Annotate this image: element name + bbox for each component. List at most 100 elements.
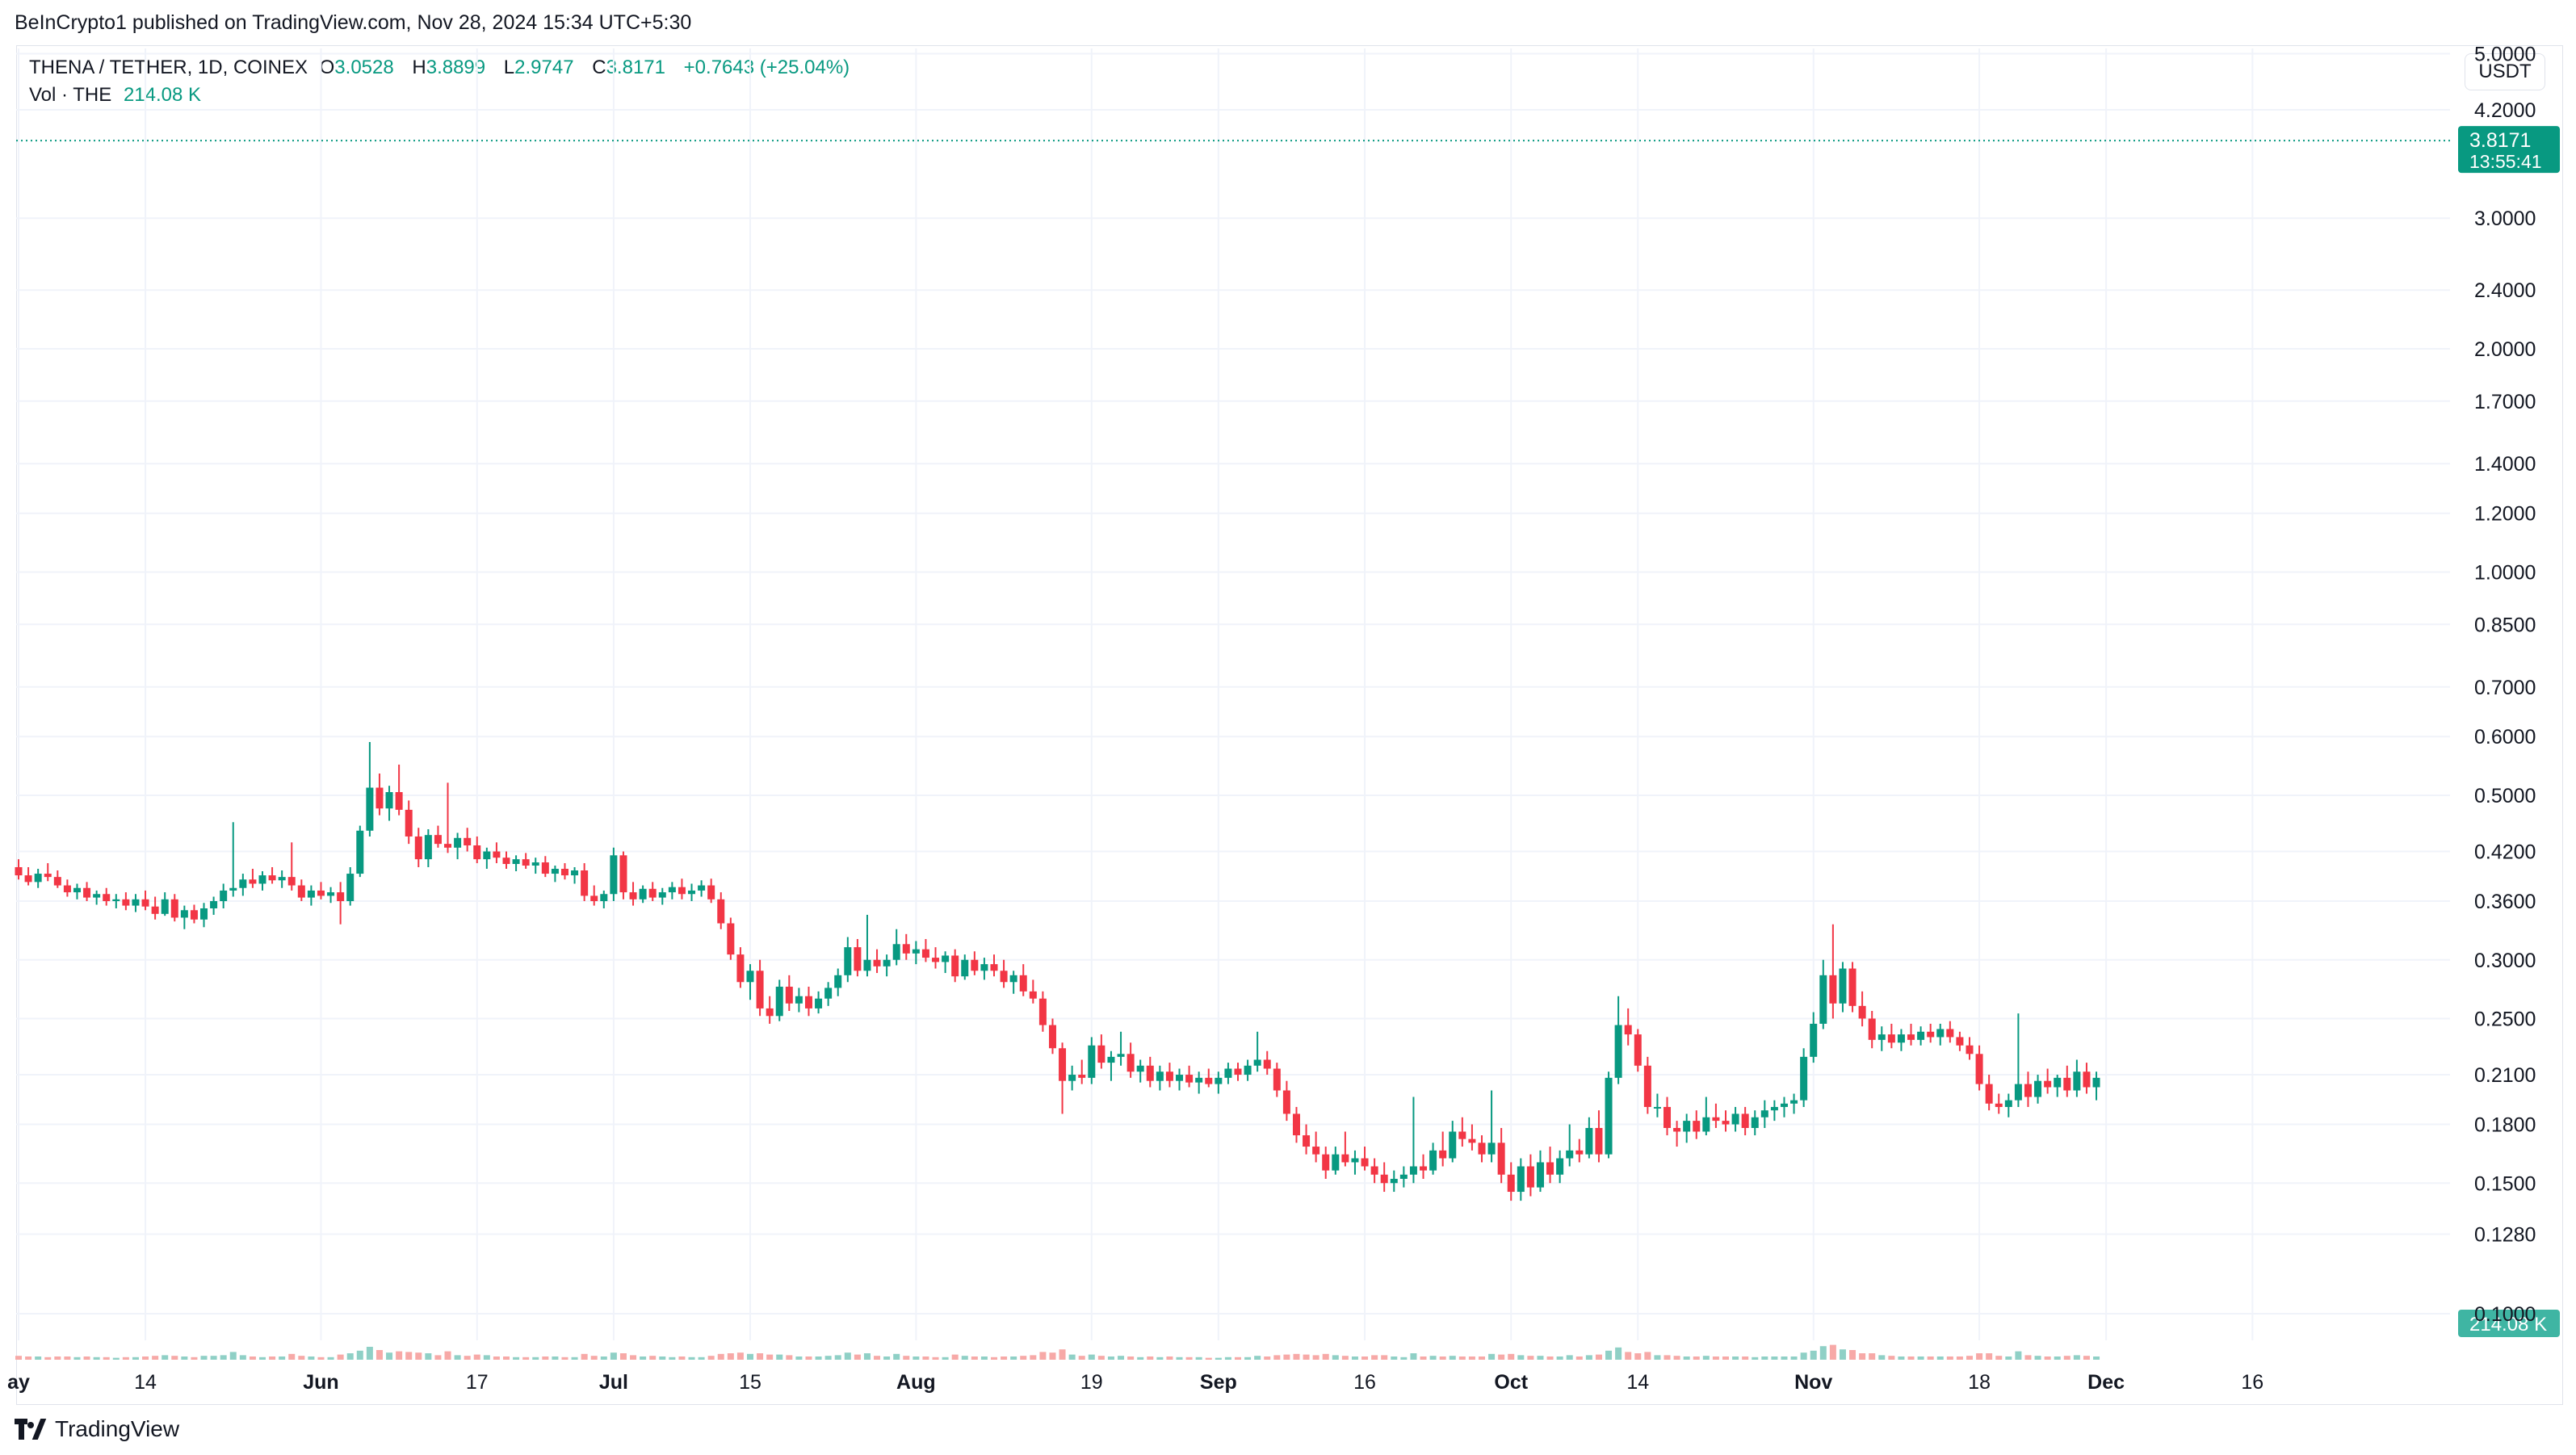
candle[interactable] — [249, 868, 257, 888]
candle[interactable] — [648, 882, 657, 902]
candle[interactable] — [1107, 1050, 1115, 1081]
candle[interactable] — [1722, 1110, 1730, 1132]
candle[interactable] — [2014, 1013, 2022, 1107]
candle[interactable] — [454, 832, 462, 860]
candle[interactable] — [1195, 1071, 1203, 1094]
candle[interactable] — [1497, 1127, 1505, 1184]
candle[interactable] — [1800, 1048, 1808, 1107]
candle[interactable] — [297, 879, 305, 902]
candle[interactable] — [902, 933, 910, 960]
candle[interactable] — [93, 890, 101, 905]
candle[interactable] — [366, 741, 374, 837]
candle[interactable] — [434, 825, 442, 848]
candle[interactable] — [921, 939, 929, 962]
candle[interactable] — [1887, 1023, 1895, 1049]
candle[interactable] — [639, 885, 647, 904]
candle[interactable] — [834, 968, 842, 996]
candle[interactable] — [1927, 1023, 1935, 1043]
candle[interactable] — [2044, 1068, 2052, 1094]
tradingview-brand[interactable]: TradingView — [15, 1416, 179, 1442]
candle[interactable] — [2063, 1065, 2071, 1097]
candle[interactable] — [473, 836, 481, 864]
candle[interactable] — [1117, 1031, 1125, 1066]
candle[interactable] — [736, 947, 745, 988]
candle[interactable] — [444, 782, 452, 853]
candle[interactable] — [629, 882, 637, 906]
candle[interactable] — [1975, 1045, 1983, 1091]
candle[interactable] — [1917, 1026, 1925, 1046]
candle[interactable] — [1536, 1150, 1544, 1193]
candle[interactable] — [141, 890, 149, 911]
candle[interactable] — [1907, 1023, 1915, 1046]
candle[interactable] — [1780, 1096, 1788, 1117]
candle[interactable] — [1165, 1063, 1173, 1088]
candle[interactable] — [1468, 1124, 1476, 1151]
candle[interactable] — [1146, 1056, 1154, 1088]
candle[interactable] — [610, 847, 618, 902]
candle[interactable] — [375, 773, 384, 816]
candle[interactable] — [883, 954, 891, 977]
candle[interactable] — [1517, 1158, 1525, 1201]
candle[interactable] — [1126, 1042, 1135, 1078]
candle[interactable] — [1585, 1117, 1593, 1159]
candle[interactable] — [1088, 1037, 1096, 1084]
candle[interactable] — [756, 959, 764, 1017]
candle[interactable] — [337, 882, 345, 925]
candle[interactable] — [571, 866, 579, 884]
candle[interactable] — [863, 914, 871, 977]
candle[interactable] — [1273, 1063, 1281, 1097]
candle[interactable] — [1848, 962, 1856, 1013]
candle[interactable] — [1858, 991, 1866, 1027]
candle[interactable] — [1185, 1065, 1194, 1088]
symbol-label[interactable]: THENA / TETHER, 1D, COINEX — [29, 57, 308, 78]
candle[interactable] — [405, 800, 413, 845]
candle[interactable] — [1985, 1075, 1993, 1111]
candle[interactable] — [170, 894, 178, 922]
candle[interactable] — [560, 863, 568, 880]
candle[interactable] — [1176, 1068, 1184, 1091]
candle[interactable] — [1868, 1011, 1876, 1049]
candle[interactable] — [356, 825, 364, 878]
candle[interactable] — [346, 866, 355, 906]
candle[interactable] — [942, 951, 950, 974]
candle[interactable] — [1634, 1029, 1642, 1072]
candle[interactable] — [1936, 1023, 1945, 1046]
candle[interactable] — [531, 857, 539, 874]
candle[interactable] — [132, 894, 140, 912]
candle[interactable] — [1282, 1080, 1290, 1122]
candle[interactable] — [151, 896, 159, 920]
candle[interactable] — [1244, 1059, 1252, 1081]
candle[interactable] — [1322, 1147, 1330, 1179]
candle[interactable] — [1829, 924, 1837, 1019]
candle[interactable] — [1683, 1113, 1691, 1143]
candle[interactable] — [727, 917, 735, 960]
candle[interactable] — [1624, 1008, 1632, 1046]
candle[interactable] — [1292, 1106, 1300, 1143]
candle[interactable] — [551, 866, 559, 883]
candle[interactable] — [1877, 1026, 1886, 1051]
candle[interactable] — [541, 856, 549, 878]
candle[interactable] — [385, 786, 393, 821]
candle[interactable] — [1000, 959, 1008, 988]
candle[interactable] — [1956, 1031, 1964, 1051]
candle[interactable] — [502, 851, 510, 869]
candle[interactable] — [717, 892, 725, 929]
candle[interactable] — [278, 870, 286, 888]
candle[interactable] — [804, 987, 812, 1017]
candle[interactable] — [785, 975, 793, 1012]
candle[interactable] — [15, 859, 23, 880]
candle[interactable] — [1839, 962, 1847, 1013]
candle[interactable] — [190, 904, 198, 924]
candle[interactable] — [83, 882, 91, 902]
candle[interactable] — [590, 885, 598, 906]
candle[interactable] — [103, 887, 111, 906]
candle[interactable] — [1409, 1096, 1417, 1184]
candle[interactable] — [1663, 1096, 1672, 1136]
candle[interactable] — [53, 870, 61, 888]
candle[interactable] — [1487, 1090, 1496, 1163]
candle[interactable] — [1458, 1117, 1466, 1147]
candle[interactable] — [873, 949, 881, 974]
candle[interactable] — [1136, 1059, 1144, 1083]
candle[interactable] — [2054, 1075, 2062, 1097]
candle[interactable] — [1819, 959, 1827, 1029]
